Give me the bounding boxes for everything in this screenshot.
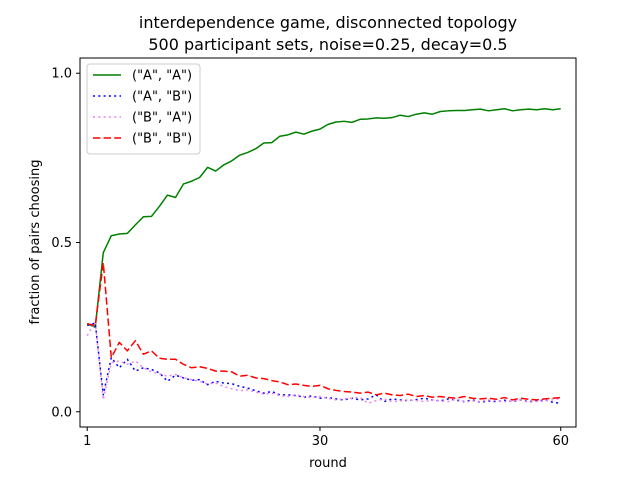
legend-label: ("B", "B"): [132, 132, 192, 147]
series-line-b-b: [87, 262, 561, 401]
legend-label: ("A", "A"): [132, 69, 192, 84]
legend-label: ("B", "A"): [132, 111, 192, 126]
y-axis-label: fraction of pairs choosing: [28, 160, 43, 325]
legend-box: [86, 63, 201, 155]
legend: ("A", "A") ("A", "B") ("B", "A") ("B", "B"): [86, 63, 201, 155]
x-axis: 1 30 60: [83, 427, 569, 449]
y-axis: 0.0 0.5 1.0: [51, 67, 80, 420]
series-line-a-a: [86, 108, 561, 328]
legend-label: ("A", "B"): [132, 90, 192, 105]
x-axis-label: round: [309, 456, 347, 471]
y-tick-label: 0.5: [51, 236, 72, 251]
y-tick-label: 1.0: [51, 67, 72, 82]
series-line-b-a: [86, 321, 561, 405]
plot-lines: [86, 108, 561, 405]
y-tick-label: 0.0: [51, 405, 72, 420]
x-tick-label: 30: [312, 434, 329, 449]
chart-subtitle: 500 participant sets, noise=0.25, decay=…: [148, 35, 507, 54]
x-tick-label: 60: [552, 434, 569, 449]
chart-title: interdependence game, disconnected topol…: [139, 13, 517, 32]
x-tick-label: 1: [83, 434, 91, 449]
